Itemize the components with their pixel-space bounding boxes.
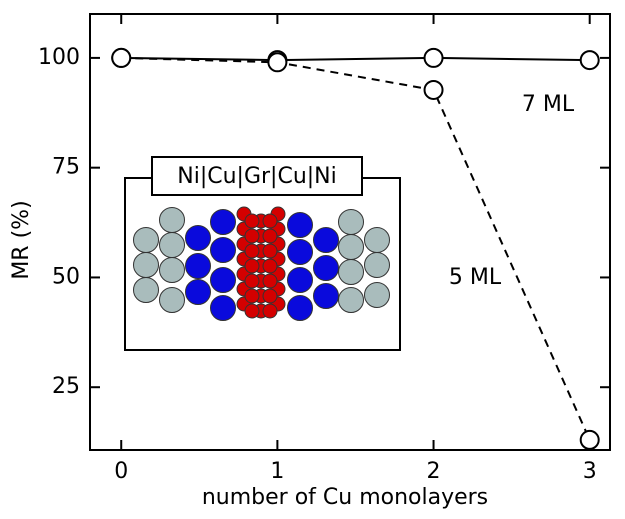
atom: [159, 257, 185, 283]
inset-label: Ni|Cu|Gr|Cu|Ni: [177, 164, 337, 189]
atom: [262, 213, 278, 229]
atom: [244, 273, 260, 289]
atom: [262, 303, 278, 319]
x-tick-label: 0: [114, 459, 128, 484]
atom: [210, 237, 236, 263]
series-line: [121, 56, 591, 441]
y-axis-label: MR (%): [9, 200, 34, 279]
atom: [244, 258, 260, 274]
atom: [133, 277, 159, 303]
atom: [244, 213, 260, 229]
atom: [210, 295, 236, 321]
atom: [313, 227, 339, 253]
atom: [338, 259, 364, 285]
atom: [287, 267, 313, 293]
atom: [364, 282, 390, 308]
atom: [244, 228, 260, 244]
point: [267, 52, 288, 73]
atom: [287, 295, 313, 321]
atom: [185, 279, 211, 305]
inset-label-box: [151, 156, 363, 196]
atom: [159, 207, 185, 233]
point: [579, 50, 600, 71]
atom: [364, 227, 390, 253]
atom: [185, 253, 211, 279]
atom: [313, 283, 339, 309]
atom: [287, 212, 313, 238]
y-tick-label: 75: [52, 155, 80, 180]
x-tick-label: 2: [427, 459, 441, 484]
atom: [159, 232, 185, 258]
atom: [159, 287, 185, 313]
point: [111, 47, 132, 68]
atom: [262, 228, 278, 244]
atom: [244, 243, 260, 259]
atom: [287, 239, 313, 265]
atom: [133, 227, 159, 253]
atom: [210, 209, 236, 235]
atom: [133, 252, 159, 278]
series-annotation: 5 ML: [449, 265, 502, 290]
atom: [262, 258, 278, 274]
atom: [338, 209, 364, 235]
atom: [185, 225, 211, 251]
x-axis-label: number of Cu monolayers: [202, 485, 488, 510]
point: [579, 429, 600, 450]
atom: [338, 234, 364, 260]
atom: [210, 267, 236, 293]
point: [423, 79, 444, 100]
atom: [364, 252, 390, 278]
x-tick-label: 1: [270, 459, 284, 484]
series-line: [121, 56, 590, 62]
atom: [262, 273, 278, 289]
y-tick-label: 25: [52, 374, 80, 399]
y-tick-label: 50: [52, 264, 80, 289]
atom: [244, 303, 260, 319]
atom: [244, 288, 260, 304]
plot-frame: [89, 13, 611, 451]
point: [423, 47, 444, 68]
y-tick-label: 100: [38, 45, 80, 70]
atom: [262, 288, 278, 304]
atom: [262, 243, 278, 259]
atom: [313, 255, 339, 281]
atom: [338, 287, 364, 313]
x-tick-label: 3: [583, 459, 597, 484]
series-annotation: 7 ML: [522, 92, 575, 117]
inset: Ni|Cu|Gr|Cu|Ni: [124, 156, 401, 351]
